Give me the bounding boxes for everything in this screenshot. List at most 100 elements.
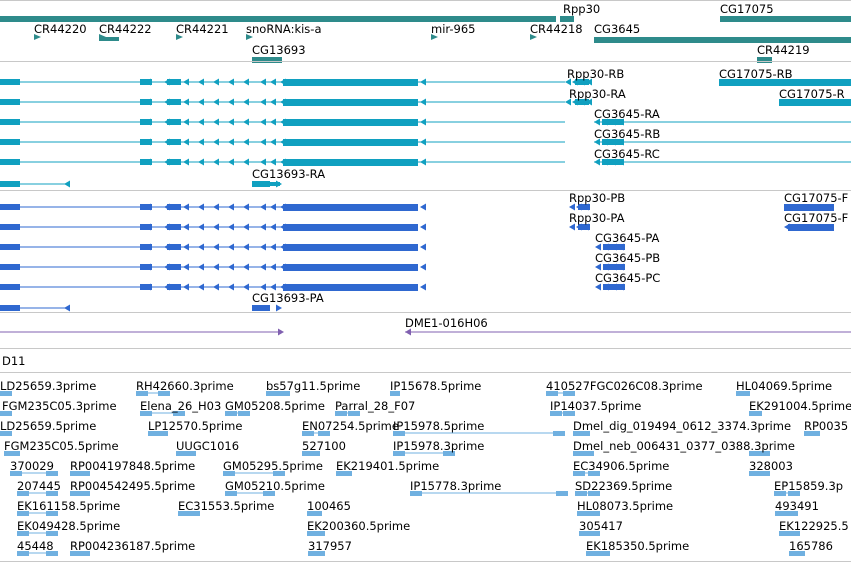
transcript-arrow[interactable] xyxy=(228,78,234,86)
est-block[interactable] xyxy=(788,491,800,496)
transcript-exon[interactable] xyxy=(283,99,418,106)
ests-feature-label[interactable]: SD22369.5prime xyxy=(575,479,673,493)
ests-feature-label[interactable]: LP12570.5prime xyxy=(148,419,243,433)
transcript-arrow[interactable] xyxy=(260,98,266,106)
ests-feature-label[interactable]: IP15978.3prime xyxy=(393,439,485,453)
est-block[interactable] xyxy=(348,411,360,416)
est-block[interactable] xyxy=(553,431,565,436)
est-block[interactable] xyxy=(17,511,29,516)
gene-span[interactable] xyxy=(99,37,119,41)
est-block[interactable] xyxy=(578,431,590,436)
est-block[interactable] xyxy=(588,531,600,536)
est-block[interactable] xyxy=(17,531,29,536)
protein-arrow[interactable] xyxy=(213,203,219,211)
transcript-arrow[interactable] xyxy=(270,78,276,86)
est-block[interactable] xyxy=(148,431,160,436)
est-block[interactable] xyxy=(774,491,786,496)
proteins-feature-label[interactable]: CG13693-PA xyxy=(252,291,324,305)
transcript-exon[interactable] xyxy=(167,159,181,165)
transcript-arrow[interactable] xyxy=(420,138,426,146)
est-block[interactable] xyxy=(70,491,82,496)
transcript-exon[interactable] xyxy=(719,79,851,86)
protein-arrow[interactable] xyxy=(420,223,426,231)
transcript-exon[interactable] xyxy=(0,181,20,187)
protein-cds[interactable] xyxy=(0,284,20,290)
ests-feature-label[interactable]: HL08073.5prime xyxy=(577,499,674,513)
genes-feature-label[interactable]: CG13693 xyxy=(252,43,306,57)
protein-arrow[interactable] xyxy=(569,223,575,231)
transcript-arrow[interactable] xyxy=(280,138,286,146)
transcripts-feature-label[interactable]: CG3645-RA xyxy=(594,107,660,121)
protein-arrow[interactable] xyxy=(420,263,426,271)
protein-arrow[interactable] xyxy=(183,243,189,251)
transcript-arrow[interactable] xyxy=(198,158,204,166)
protein-arrow[interactable] xyxy=(164,243,170,251)
transcript-arrow[interactable] xyxy=(243,138,249,146)
est-block[interactable] xyxy=(335,411,347,416)
transcript-arrow[interactable] xyxy=(164,78,170,86)
ests-feature-label[interactable]: Parral_28_F07 xyxy=(335,399,416,413)
est-block[interactable] xyxy=(223,471,235,476)
transcript-exon[interactable] xyxy=(252,181,270,187)
proteins-feature-label[interactable]: CG17075-F xyxy=(784,211,849,225)
protein-arrow[interactable] xyxy=(228,243,234,251)
protein-cds[interactable] xyxy=(167,244,181,250)
protein-arrow[interactable] xyxy=(280,283,286,291)
ests-feature-label[interactable]: 45448 xyxy=(17,539,54,553)
protein-arrow[interactable] xyxy=(164,283,170,291)
ests-feature-label[interactable]: GM05210.5prime xyxy=(225,479,325,493)
est-block[interactable] xyxy=(577,511,589,516)
protein-arrow[interactable] xyxy=(276,304,282,312)
est-block[interactable] xyxy=(546,391,558,396)
est-block[interactable] xyxy=(78,491,90,496)
transcript-exon[interactable] xyxy=(575,79,589,85)
transcript-arrow[interactable] xyxy=(228,118,234,126)
transcript-arrow[interactable] xyxy=(243,78,249,86)
transcript-exon[interactable] xyxy=(575,99,589,105)
protein-cds[interactable] xyxy=(283,204,418,211)
ests-feature-label[interactable]: 305417 xyxy=(579,519,623,533)
transcript-exon[interactable] xyxy=(283,139,418,146)
protein-arrow[interactable] xyxy=(164,203,170,211)
protein-cds[interactable] xyxy=(0,204,20,210)
est-block[interactable] xyxy=(738,391,750,396)
transcript-arrow[interactable] xyxy=(213,158,219,166)
transcript-exon[interactable] xyxy=(167,139,181,145)
ests-feature-label[interactable]: Elena_26_H03 xyxy=(140,399,222,413)
transcript-arrow[interactable] xyxy=(594,138,600,146)
transcript-arrow[interactable] xyxy=(198,118,204,126)
ests-feature-label[interactable]: LD25659.5prime xyxy=(0,419,97,433)
est-block[interactable] xyxy=(46,471,58,476)
transcript-exon[interactable] xyxy=(270,182,280,186)
protein-arrow[interactable] xyxy=(228,203,234,211)
gene-span[interactable] xyxy=(757,57,772,63)
protein-cds[interactable] xyxy=(283,264,418,271)
est-block[interactable] xyxy=(78,551,90,556)
protein-arrow[interactable] xyxy=(595,243,601,251)
protein-arrow[interactable] xyxy=(420,203,426,211)
ests-feature-label[interactable]: LD25659.3prime xyxy=(0,379,97,393)
est-block[interactable] xyxy=(573,471,585,476)
est-block[interactable] xyxy=(582,451,594,456)
protein-arrow[interactable] xyxy=(145,243,151,251)
est-block[interactable] xyxy=(340,471,352,476)
ests-feature-label[interactable]: RP004197848.5prime xyxy=(70,459,196,473)
gene-span[interactable] xyxy=(594,37,851,43)
transcript-arrow[interactable] xyxy=(228,138,234,146)
transcript-arrow[interactable] xyxy=(183,118,189,126)
protein-arrow[interactable] xyxy=(213,223,219,231)
est-block[interactable] xyxy=(575,491,587,496)
transcript-arrow[interactable] xyxy=(183,98,189,106)
proteins-feature-label[interactable]: CG3645-PA xyxy=(595,231,660,245)
genes-feature-label[interactable]: CG3645 xyxy=(594,22,641,36)
protein-arrow[interactable] xyxy=(260,223,266,231)
transcript-arrow[interactable] xyxy=(183,158,189,166)
transcript-arrow[interactable] xyxy=(183,138,189,146)
gene-arrow[interactable] xyxy=(431,34,438,40)
est-block[interactable] xyxy=(184,451,196,456)
protein-arrow[interactable] xyxy=(198,243,204,251)
transcript-arrow[interactable] xyxy=(270,138,276,146)
protein-cds[interactable] xyxy=(0,305,20,311)
transcript-arrow[interactable] xyxy=(213,118,219,126)
protein-arrow[interactable] xyxy=(260,263,266,271)
